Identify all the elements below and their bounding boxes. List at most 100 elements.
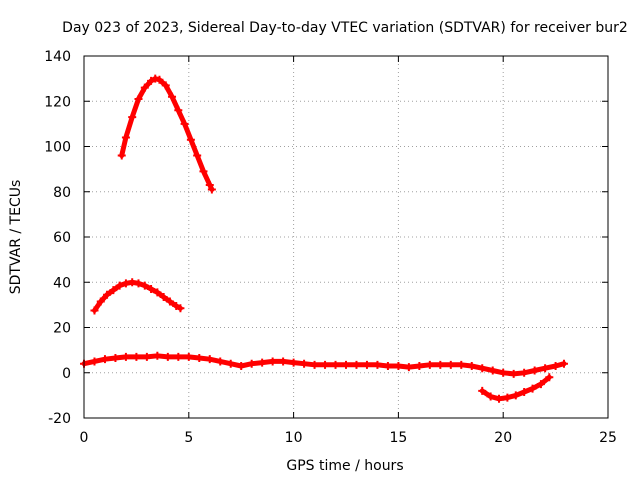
data-point	[310, 360, 319, 369]
series-mid-arc	[90, 278, 185, 315]
y-tick-label: 80	[53, 185, 71, 201]
data-point	[172, 302, 181, 311]
data-point	[373, 360, 382, 369]
data-point	[486, 392, 495, 401]
data-point	[404, 363, 413, 372]
data-point	[121, 352, 130, 361]
data-point	[300, 359, 309, 368]
series-band	[119, 76, 215, 192]
data-point	[134, 279, 143, 288]
x-tick-label: 10	[285, 430, 303, 446]
plot-area	[80, 74, 568, 403]
data-point	[140, 83, 149, 92]
data-point	[199, 167, 208, 176]
y-axis-label: SDTVAR / TECUs	[8, 180, 24, 295]
x-tick-label: 25	[599, 430, 617, 446]
data-point	[511, 391, 520, 400]
y-tick-label: 20	[53, 321, 71, 337]
series-high-arc	[117, 74, 216, 194]
data-point	[128, 113, 137, 122]
y-tick-label: 140	[44, 49, 71, 65]
data-point	[168, 92, 177, 101]
data-point	[96, 297, 105, 306]
data-point	[151, 74, 160, 83]
y-tick-label: 60	[53, 230, 71, 246]
data-point	[128, 278, 137, 287]
data-point	[155, 75, 164, 84]
data-point	[186, 135, 195, 144]
data-point	[488, 366, 497, 375]
data-point	[545, 373, 554, 382]
data-point	[495, 394, 504, 403]
data-point	[415, 361, 424, 370]
data-point	[193, 151, 202, 160]
data-point	[142, 352, 151, 361]
data-point	[383, 361, 392, 370]
data-point	[195, 354, 204, 363]
data-point	[362, 360, 371, 369]
data-point	[352, 360, 361, 369]
x-axis-label: GPS time / hours	[286, 458, 403, 474]
data-point	[117, 151, 126, 160]
data-point	[132, 352, 141, 361]
y-tick-label: 40	[53, 275, 71, 291]
data-point	[226, 359, 235, 368]
x-tick-label: 20	[494, 430, 512, 446]
data-point	[207, 185, 216, 194]
data-point	[478, 364, 487, 373]
data-point	[457, 360, 466, 369]
data-point	[161, 81, 170, 90]
axes: 0 5 10 15 20 25 -20 0 20 40 60 80 100 120 140	[44, 49, 617, 446]
data-point	[541, 364, 550, 373]
y-tick-label: 0	[62, 366, 71, 382]
data-point	[520, 368, 529, 377]
data-point	[528, 384, 537, 393]
data-point	[121, 133, 130, 142]
data-point	[100, 355, 109, 364]
data-point	[216, 357, 225, 366]
data-point	[268, 357, 277, 366]
data-point	[90, 306, 99, 315]
data-point	[478, 386, 487, 395]
data-point	[331, 360, 340, 369]
data-point	[536, 380, 545, 389]
data-point	[103, 290, 112, 299]
data-point	[159, 292, 168, 301]
grid	[84, 56, 608, 418]
data-point	[163, 352, 172, 361]
data-point	[176, 304, 185, 313]
data-point	[247, 359, 256, 368]
chart-title: Day 023 of 2023, Sidereal Day-to-day VTE…	[62, 20, 628, 36]
data-point	[180, 119, 189, 128]
y-tick-label: 120	[44, 94, 71, 110]
data-point	[174, 352, 183, 361]
data-point	[425, 360, 434, 369]
data-point	[321, 360, 330, 369]
data-point	[520, 387, 529, 396]
data-point	[446, 360, 455, 369]
data-point	[394, 361, 403, 370]
data-point	[147, 76, 156, 85]
data-point	[115, 281, 124, 290]
data-point	[289, 358, 298, 367]
data-point	[279, 357, 288, 366]
data-point	[153, 351, 162, 360]
x-tick-label: 15	[389, 430, 407, 446]
data-point	[184, 352, 193, 361]
data-point	[499, 368, 508, 377]
data-point	[467, 361, 476, 370]
data-point	[140, 281, 149, 290]
y-tick-label: -20	[48, 411, 71, 427]
data-point	[258, 358, 267, 367]
data-point	[153, 288, 162, 297]
data-point	[436, 360, 445, 369]
x-tick-label: 0	[80, 430, 89, 446]
data-point	[342, 360, 350, 369]
y-tick-label: 100	[44, 140, 71, 156]
data-point	[205, 355, 214, 364]
data-point	[90, 357, 99, 366]
data-point	[503, 393, 512, 402]
data-point	[174, 106, 183, 115]
data-point	[121, 279, 130, 288]
